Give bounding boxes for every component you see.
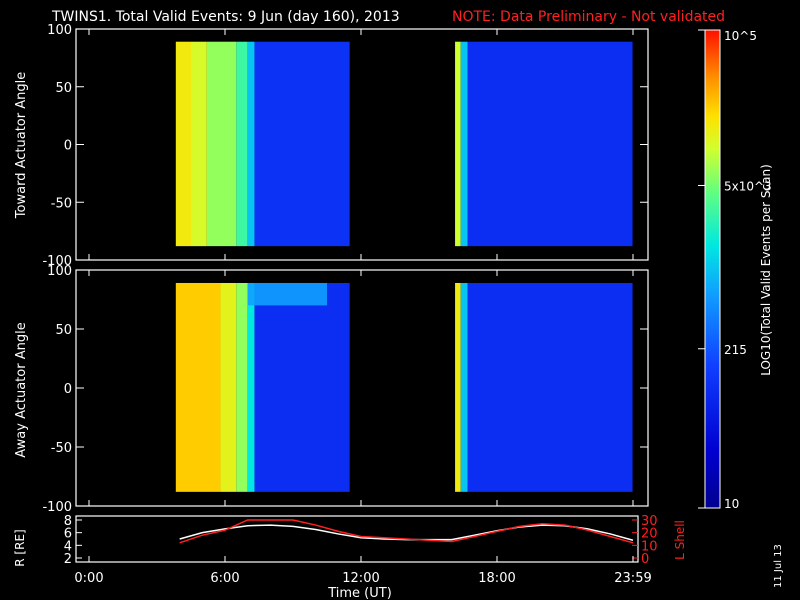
y-tick-label: 8 [64,514,72,529]
orbit-lines [179,519,634,544]
y-tick-label: -50 [51,441,72,456]
y-tick-label: 6 [64,527,72,542]
figure-title: TWINS1. Total Valid Events: 9 Jun (day 1… [51,9,400,25]
colorbar-label: LOG10(Total Valid Events per Scan) [759,164,773,376]
x-tick-label: 0:00 [74,571,103,586]
y-tick-label: 2 [64,552,72,567]
y-tick-label: -100 [42,500,72,515]
y-tick-label-right: 10 [641,539,658,554]
heatmap-column [175,41,191,247]
y-tick-label: 0 [64,139,72,154]
colorbar-ticks: 10 215 5x10^3 10^5 [698,29,772,511]
y-axis-ticks: 100 50 0 -50 -100 [42,264,648,515]
heatmap-column [236,282,248,492]
heatmap-column [247,282,255,492]
heatmap-cells [175,41,633,247]
heatmap-column [467,282,633,492]
heatmap-column [191,41,207,247]
heatmap-column [467,41,633,247]
y-tick-label: -50 [51,196,72,211]
heatmap-column [460,282,468,492]
lshell-line [179,519,634,544]
y-tick-label: 100 [47,264,72,279]
heatmap-column [175,282,221,492]
heatmap-feature [247,282,327,306]
heatmap-column [254,282,350,492]
colorbar-tick-label: 215 [724,343,747,357]
x-tick-label: 6:00 [210,571,239,586]
lshell-axis-label: L Shell [673,520,687,560]
date-stamp: 11 Jul 13 [773,544,784,588]
panel-frame [75,515,639,563]
preliminary-note: NOTE: Data Preliminary - Not validated [452,9,725,25]
colorbar-tick-label: 10^5 [724,29,757,43]
colorbar-gradient [704,29,721,509]
colorbar: 10 215 5x10^3 10^5 LOG10(Total Valid Events… [698,29,773,511]
y-tick-label-right: 30 [641,514,658,529]
heatmap-column [220,282,237,492]
y-tick-label-right: 0 [641,552,649,567]
heatmap-panel-toward: 100 50 0 -50 -100 Toward Actuator Angle [14,23,649,269]
y-axis-label-toward: Toward Actuator Angle [14,72,29,219]
heatmap-column [206,41,237,247]
heatmap-column [247,41,255,247]
heatmap-panel-away: 100 50 0 -50 -100 Away Actuator Angle [14,264,649,515]
x-tick-label: 12:00 [342,571,379,586]
x-tick-label: 23:59 [614,571,651,586]
x-tick-label: 18:00 [478,571,515,586]
y-tick-label: -100 [42,254,72,269]
heatmap-cells [175,282,633,492]
y-tick-label: 100 [47,23,72,38]
y-axis-ticks: 100 50 0 -50 -100 [42,23,648,269]
colorbar-tick-label: 5x10^3 [724,179,772,193]
heatmap-column [236,41,248,247]
heatmap-column [460,41,468,247]
y-axis-label-away: Away Actuator Angle [14,322,29,457]
heatmap-column [455,41,461,247]
y-tick-label-right: 20 [641,527,658,542]
radius-line [179,524,634,541]
y-tick-label: 4 [64,539,72,554]
y-tick-label: 0 [64,382,72,397]
heatmap-column [455,282,461,492]
y-tick-label: 50 [55,323,72,338]
r-axis-label: R [RE] [13,529,27,566]
y-tick-label: 50 [55,81,72,96]
heatmap-column [254,41,350,247]
x-axis-label: Time (UT) [327,586,392,600]
colorbar-tick-label: 10 [724,497,739,511]
